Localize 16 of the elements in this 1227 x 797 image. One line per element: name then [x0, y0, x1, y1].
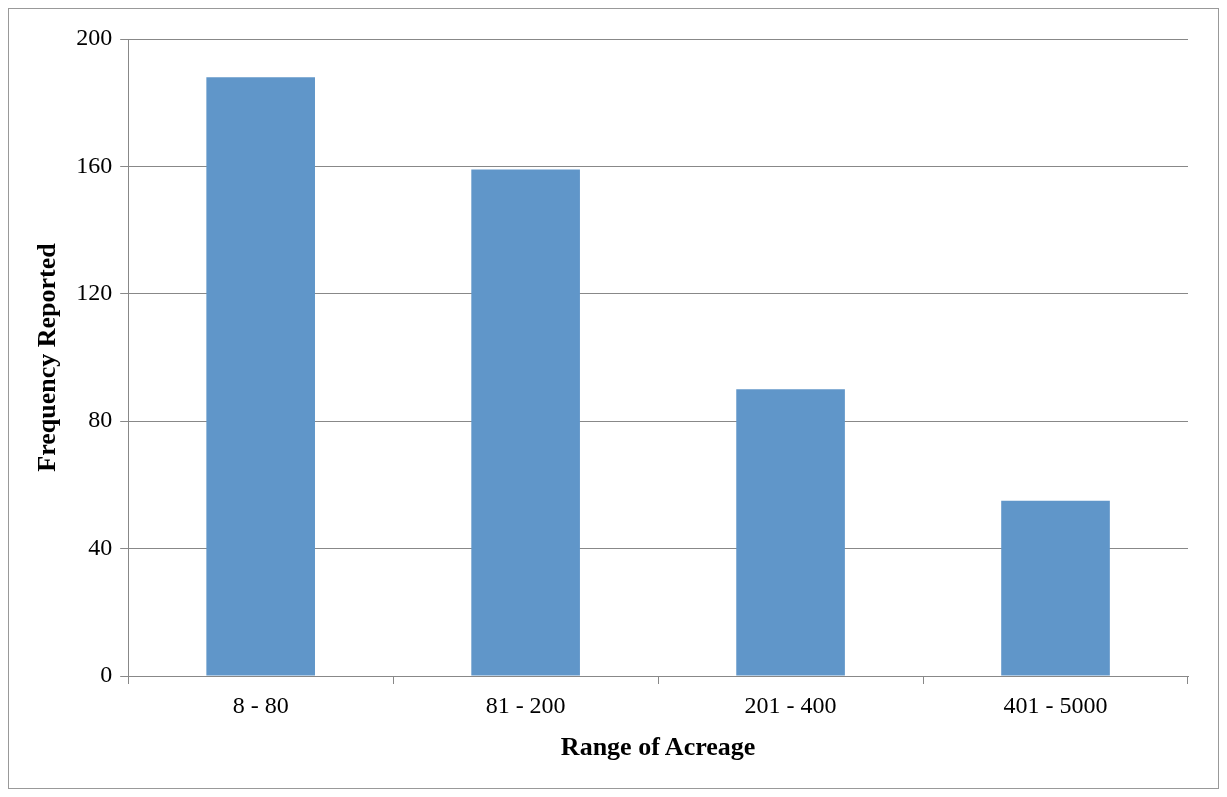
- bar: [736, 389, 845, 676]
- y-axis-title: Frequency Reported: [32, 242, 62, 472]
- x-tick-label: 81 - 200: [485, 691, 566, 718]
- y-tick-label: 40: [88, 533, 113, 560]
- y-tick-label: 200: [76, 24, 113, 51]
- y-tick-label: 160: [76, 151, 113, 178]
- bar: [471, 169, 580, 676]
- x-tick-label: 8 - 80: [232, 691, 289, 718]
- x-tick-label: 401 - 5000: [1003, 691, 1108, 718]
- y-tick-label: 120: [76, 279, 113, 306]
- bar: [1001, 500, 1110, 676]
- bar: [206, 77, 315, 676]
- x-axis-title: Range of Acreage: [560, 732, 756, 762]
- y-tick-label: 0: [100, 661, 113, 688]
- y-tick-label: 80: [88, 406, 113, 433]
- x-tick-label: 201 - 400: [744, 691, 837, 718]
